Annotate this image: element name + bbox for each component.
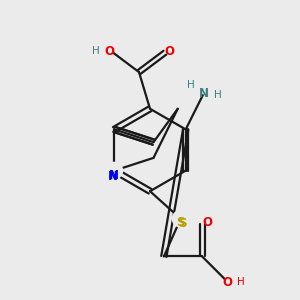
Text: H: H — [214, 90, 221, 100]
Text: N: N — [108, 170, 118, 183]
Text: S: S — [176, 216, 185, 229]
Text: O: O — [202, 216, 212, 229]
Text: H: H — [237, 277, 245, 287]
Text: H: H — [187, 80, 195, 90]
Text: N: N — [109, 169, 119, 182]
Text: S: S — [178, 217, 186, 230]
Text: N: N — [199, 87, 209, 100]
Text: O: O — [222, 276, 233, 289]
Text: O: O — [105, 45, 115, 58]
Circle shape — [172, 211, 189, 227]
Text: H: H — [92, 46, 99, 56]
Circle shape — [106, 162, 122, 179]
Text: O: O — [164, 45, 174, 58]
